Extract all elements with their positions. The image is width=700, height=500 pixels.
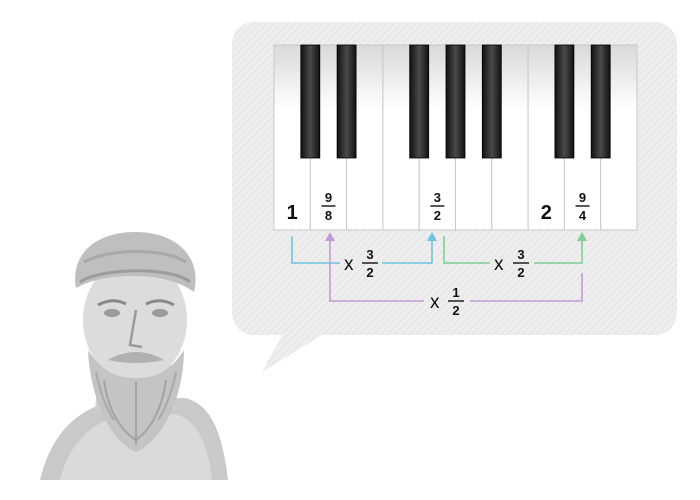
multiplier-blue-denominator: 2 xyxy=(366,265,373,280)
multiplier-blue-times: x xyxy=(344,254,354,275)
green-interval-connector xyxy=(443,232,587,264)
black-key[interactable] xyxy=(590,44,611,159)
key-label-numerator: 9 xyxy=(579,190,586,205)
multiplier-purple-denominator: 2 xyxy=(452,303,459,318)
key-label-denominator: 8 xyxy=(325,208,332,223)
key-label-denominator: 2 xyxy=(434,208,441,223)
black-key[interactable] xyxy=(481,44,502,159)
multiplier-purple-numerator: 1 xyxy=(452,285,459,300)
multiplier-blue: x 3 2 xyxy=(344,247,378,280)
bust-statue-icon xyxy=(40,232,228,480)
key-label-numerator: 9 xyxy=(325,190,332,205)
multiplier-purple-times: x xyxy=(430,292,440,313)
multiplier-purple: x 1 2 xyxy=(430,285,464,318)
green-arrowhead xyxy=(577,232,587,241)
key-label-fraction: 98 xyxy=(321,190,336,223)
purple-interval-connector xyxy=(325,232,583,302)
key-label-fraction: 94 xyxy=(575,190,590,223)
purple-arrowhead xyxy=(325,232,335,241)
blue-interval-connector xyxy=(291,232,437,264)
black-key[interactable] xyxy=(409,44,430,159)
black-keys xyxy=(300,44,611,159)
interval-connectors xyxy=(291,232,587,302)
key-label: 1 xyxy=(287,202,298,224)
black-key[interactable] xyxy=(300,44,321,159)
key-label-numerator: 3 xyxy=(434,190,441,205)
blue-arrowhead xyxy=(427,232,437,241)
multiplier-green-denominator: 2 xyxy=(517,265,524,280)
multiplier-green-numerator: 3 xyxy=(517,247,524,262)
black-key[interactable] xyxy=(554,44,575,159)
multiplier-green: x 3 2 xyxy=(494,247,529,280)
key-label-fraction: 32 xyxy=(430,190,445,223)
multiplier-green-times: x xyxy=(494,254,504,275)
black-key[interactable] xyxy=(336,44,357,159)
black-key[interactable] xyxy=(445,44,466,159)
speech-bubble-tail xyxy=(262,330,330,372)
key-label-denominator: 4 xyxy=(579,208,587,223)
multiplier-blue-numerator: 3 xyxy=(366,247,373,262)
key-label: 2 xyxy=(541,202,552,224)
